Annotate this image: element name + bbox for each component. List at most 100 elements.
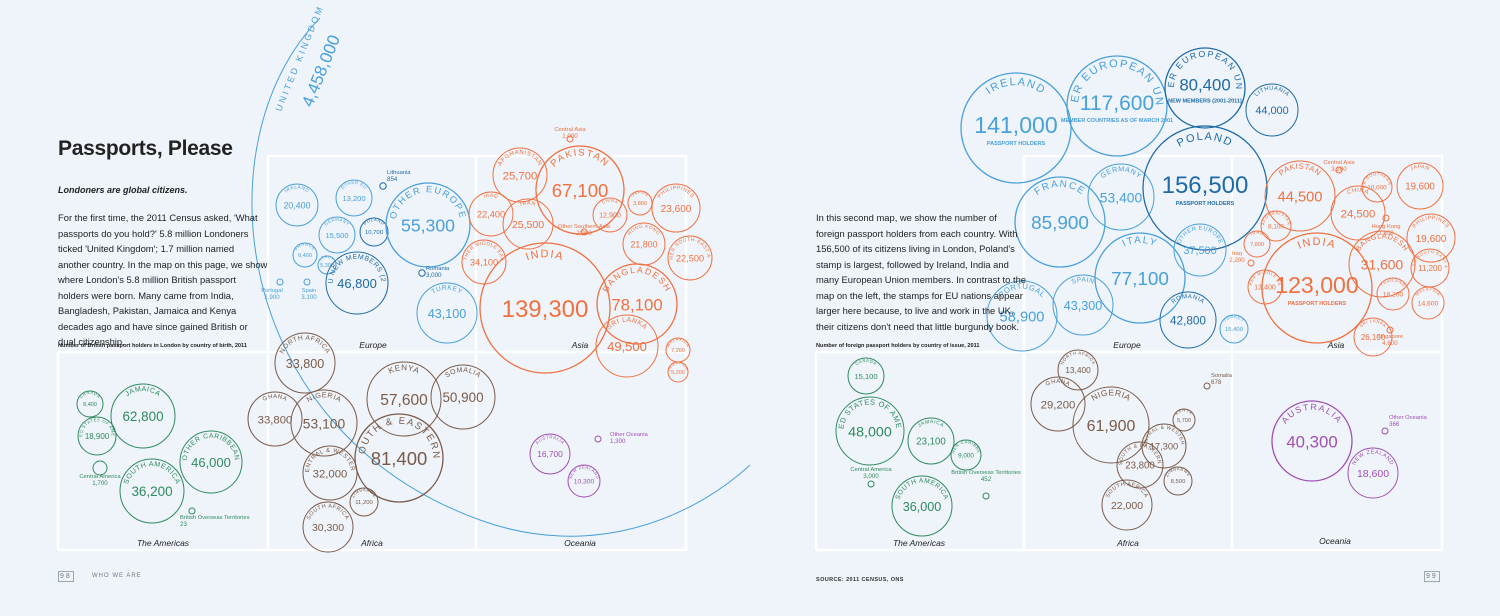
- stamp-label: THAILAND: [1379, 277, 1406, 287]
- stamp-ring: [891, 475, 953, 537]
- stamp-ring: [627, 190, 653, 216]
- stamp-label: IRAN: [1249, 230, 1264, 237]
- right-region-oceania: Oceania: [1319, 536, 1351, 546]
- stamp-sub: MEMBER COUNTRIES AS OF MARCH 2001: [1061, 118, 1173, 124]
- stamp-label: ITALY: [318, 254, 335, 262]
- stamp-value: 8,400: [83, 402, 97, 408]
- left-region-the-americas: The Americas: [137, 538, 190, 548]
- stamp-ring: [667, 361, 689, 383]
- stamp-value: 5,700: [1177, 418, 1191, 424]
- left-stamp-kenya: KENYA 57,600: [366, 361, 442, 437]
- stamp-label: INDIA: [524, 248, 565, 263]
- stamp-ring: [1159, 291, 1217, 349]
- stamp-value: 24,500: [1341, 208, 1376, 220]
- left-stamp-philippines: PHILIPPINES 23,600: [651, 183, 701, 233]
- stamp-ring: [594, 435, 602, 443]
- left-stamp-turkey: TURKEY 43,100: [416, 282, 478, 344]
- stamp-value: 10,300: [574, 479, 595, 486]
- left-stamp-australia: AUSTRALIA 16,700: [529, 433, 571, 475]
- stamp-ring: [982, 492, 990, 500]
- stamp-ring: [986, 280, 1058, 352]
- stamp-value: 32,000: [313, 468, 348, 480]
- stamp-value: 23,100: [916, 437, 946, 448]
- stamp-ring: [566, 135, 574, 143]
- stamp-label: OTHER EU: [340, 180, 368, 190]
- stamp-value: 67,100: [552, 180, 609, 201]
- right-stamp-poland: POLAND 156,500 PASSPORT HOLDERS: [1142, 125, 1268, 251]
- stamp-label: JAPAN: [630, 190, 649, 198]
- stamp-value: 156,500: [1162, 172, 1249, 199]
- stamp-value: 50,900: [442, 390, 483, 405]
- stamp-ring: [1094, 232, 1186, 324]
- stamp-label: GERMANY: [1098, 164, 1143, 180]
- stamp-label: BANGLADESH: [601, 265, 674, 294]
- stamp-ring: [1219, 314, 1249, 344]
- stamp-ring: [1087, 163, 1155, 231]
- stamp-ring: [1347, 447, 1399, 499]
- stamp-ring: [592, 197, 628, 233]
- stamp-label: SOUTH AMERICA: [123, 461, 181, 485]
- stamp-label: Lithuania: [387, 170, 411, 176]
- stamp-ring: [430, 364, 496, 430]
- stamp-value: 15,400: [1225, 327, 1244, 333]
- stamp-ring: [359, 217, 389, 247]
- stamp-ring: [349, 487, 379, 517]
- stamp-value: 11,200: [1418, 264, 1442, 273]
- stamp-ring: [379, 182, 387, 190]
- left-region-oceania: Oceania: [564, 538, 596, 548]
- right-stamp-malaysia: MALAYSIA 14,600: [1411, 286, 1445, 320]
- left-region-africa: Africa: [360, 538, 383, 548]
- stamp-label: KENYA: [387, 363, 421, 375]
- stamp-label: British Overseas Territories: [951, 470, 1021, 476]
- stamp-sub: NEW MEMBERS (2001-2011): [1168, 98, 1242, 104]
- stamp-ring: [1245, 83, 1299, 137]
- stamp-value: 15,500: [325, 231, 348, 240]
- stamp-value: 22,000: [1111, 500, 1143, 512]
- stamp-ring: [274, 332, 336, 394]
- stamp-ring: [247, 391, 303, 447]
- stamp-label: Romania: [426, 266, 450, 272]
- stamp-label: POLAND: [1175, 131, 1235, 150]
- stamp-label: TURKEY: [1222, 314, 1245, 323]
- stamp-value: 53,100: [303, 415, 346, 431]
- stamp-ring: [318, 216, 356, 254]
- stamp-label: SOUTH AFRICA: [1105, 481, 1149, 499]
- right-region-europe: Europe: [1113, 340, 1141, 350]
- stamp-value: 31,600: [1361, 256, 1404, 272]
- left-stamp-poland: POLAND 10,700: [359, 217, 389, 247]
- stamp-label: Central Asia: [554, 127, 586, 133]
- left-map-caption: Number of British passport holders in Lo…: [58, 343, 247, 349]
- stamp-ring: [580, 228, 588, 236]
- stamp-value: 3,800: [633, 201, 647, 207]
- stamp-value: 85,900: [1031, 213, 1089, 234]
- stamp-value: 25,500: [512, 219, 544, 231]
- section-label: WHO WE ARE: [92, 573, 142, 579]
- stamp-value: 34,100: [470, 258, 498, 268]
- stamp-ring: [416, 282, 478, 344]
- stamp-ring: [1072, 386, 1150, 464]
- left-stamp-ireland: IRELAND 20,400: [275, 183, 319, 227]
- stamp-value: 3,000: [426, 272, 442, 279]
- stamp-ring: [1335, 166, 1343, 174]
- stamp-value: 44,000: [1255, 105, 1288, 117]
- stamp-ring: [1066, 55, 1168, 157]
- stamp-ring: [1271, 400, 1353, 482]
- stamp-label: GERMANY: [323, 217, 350, 227]
- stamp-value: 452: [981, 476, 992, 483]
- stamp-value: 1,800: [1378, 230, 1394, 237]
- left-stamp-india: INDIA 139,300: [479, 242, 611, 374]
- stamp-label: JAPAN: [1409, 164, 1430, 172]
- stamp-value: 81,400: [371, 448, 428, 469]
- stamp-value: 1,000: [562, 133, 578, 140]
- right-stamp-italy: ITALY 77,100: [1094, 232, 1186, 324]
- stamp-ring: [535, 145, 625, 235]
